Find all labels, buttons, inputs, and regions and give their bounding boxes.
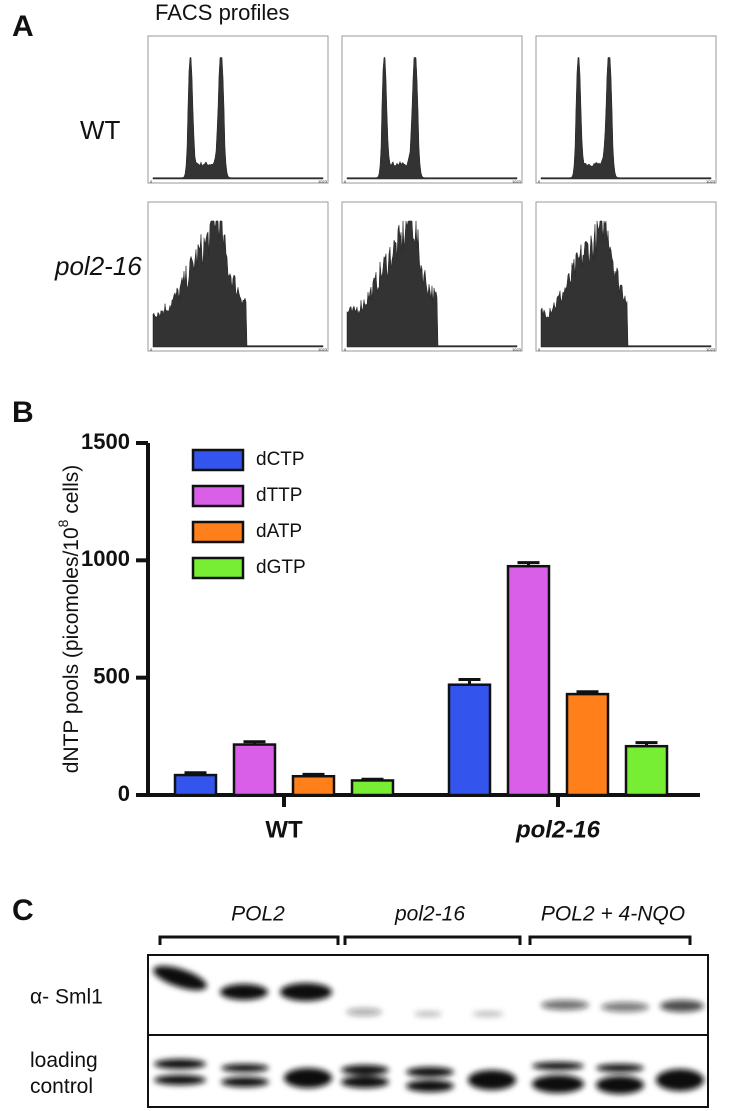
panel-label: A xyxy=(12,10,34,43)
facs-histogram xyxy=(540,57,712,180)
facs-title: FACS profiles xyxy=(155,0,290,25)
brackets xyxy=(158,935,692,945)
legend-label: dGTP xyxy=(256,557,306,578)
y-tick-label: 1500 xyxy=(81,429,130,454)
facs-frame xyxy=(341,35,523,184)
bar xyxy=(565,692,610,797)
facs-frame xyxy=(535,35,717,184)
facs-frame xyxy=(147,35,329,184)
error-bar xyxy=(517,561,540,567)
legend-label: dTTP xyxy=(256,485,302,506)
group-label: pol2-16 xyxy=(394,903,465,926)
y-tick-label: 0 xyxy=(118,781,130,806)
facs-axis-label: 1023 xyxy=(512,347,522,352)
bar xyxy=(232,743,277,797)
facs-histogram xyxy=(346,220,518,348)
facs-axis-label: 0 xyxy=(344,179,347,184)
error-bar xyxy=(458,678,481,685)
y-tick-label: 1000 xyxy=(81,546,130,571)
facs-histogram xyxy=(540,220,712,348)
error-bar xyxy=(302,772,325,777)
error-bar xyxy=(576,690,599,695)
error-bar xyxy=(635,741,658,747)
error-bar xyxy=(184,771,207,776)
facs-axis-label: 1023 xyxy=(706,347,716,352)
error-bar xyxy=(361,777,384,781)
facs-axis-label: 1023 xyxy=(318,179,328,184)
y-label-text: cells) xyxy=(60,465,83,520)
facs-histogram xyxy=(152,220,324,348)
y-label-text: dNTP pools (picomoles/10 xyxy=(60,527,83,773)
bar xyxy=(291,774,336,797)
bar xyxy=(447,683,492,797)
row-label: WT xyxy=(80,115,121,145)
bar xyxy=(624,744,669,797)
facs-axis-label: 1023 xyxy=(318,347,328,352)
group-label: POL2 xyxy=(231,903,285,926)
legend-swatch xyxy=(191,484,245,508)
bar xyxy=(173,773,218,797)
facs-histogram xyxy=(152,57,324,180)
facs-axis-label: 0 xyxy=(150,179,153,184)
y-label-sup: 8 xyxy=(55,519,71,527)
legend-swatch xyxy=(191,448,245,472)
facs-axis-label: 1023 xyxy=(706,179,716,184)
facs-axis-label: 0 xyxy=(538,347,541,352)
bar xyxy=(506,564,551,797)
facs-axis-label: 1023 xyxy=(512,179,522,184)
facs-axis-label: 0 xyxy=(344,347,347,352)
bar-chart: 0 500 1000 1500 dNTP pools (picomoles/108 ce… xyxy=(55,429,700,843)
panel-label: B xyxy=(12,396,34,429)
legend-label: dCTP xyxy=(256,449,305,470)
blot-bands xyxy=(153,965,704,1094)
legend-label: dATP xyxy=(256,521,302,542)
row-label: α- Sml1 xyxy=(30,986,103,1009)
y-axis-label: dNTP pools (picomoles/108 cells) xyxy=(55,465,83,774)
legend-swatch xyxy=(191,520,245,544)
bar xyxy=(350,779,395,797)
legend-swatch xyxy=(191,556,245,580)
x-tick-label: WT xyxy=(265,816,303,843)
row-label: pol2-16 xyxy=(54,251,142,281)
panel-label: C xyxy=(12,894,34,927)
facs-axis-label: 0 xyxy=(150,347,153,352)
error-bar xyxy=(243,740,266,745)
facs-axis-label: 0 xyxy=(538,179,541,184)
facs-histogram xyxy=(346,57,518,180)
y-tick-label: 500 xyxy=(93,663,130,688)
facs-panel: 0 1023 0 1023 0 1023 0 1023 0 1023 0 1023 xyxy=(147,35,717,352)
row-label: loading control xyxy=(30,1049,98,1098)
x-tick-label: pol2-16 xyxy=(515,816,601,843)
group-label: POL2 + 4-NQO xyxy=(541,903,685,926)
